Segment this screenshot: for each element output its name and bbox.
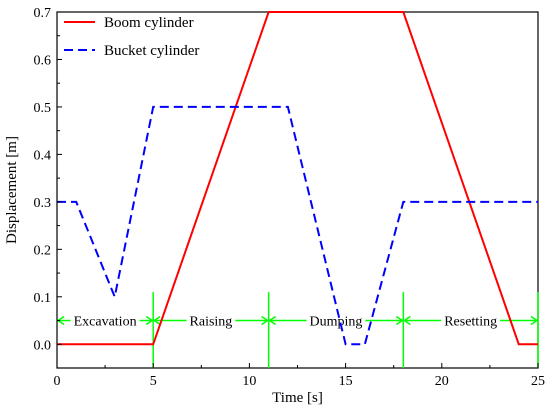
x-tick-label: 10: [242, 374, 256, 389]
x-tick-label: 25: [531, 374, 545, 389]
y-tick-label: 0.7: [34, 6, 52, 21]
x-axis-ticks: 0 5 10 15 20 25: [54, 363, 545, 389]
phase-annotations: Excavation Raising Dumping Resetting: [56, 292, 539, 368]
y-tick-label: 0.3: [34, 196, 52, 211]
series-line-boom-cylinder: [57, 11, 538, 346]
y-axis-title: Displacement [m]: [4, 136, 20, 244]
phase-arrowhead-left: [402, 315, 411, 326]
y-axis-ticks: 0.0 0.1 0.2 0.3 0.4 0.5 0.6 0.7: [34, 6, 62, 353]
phase-label-raising: Raising: [190, 315, 233, 330]
series-lines: [57, 11, 538, 346]
x-tick-label: 0: [54, 374, 61, 389]
y-tick-label: 0.4: [34, 148, 52, 163]
y-tick-label: 0.1: [34, 291, 52, 306]
legend: Boom cylinder Bucket cylinder: [64, 15, 199, 59]
phase-arrowhead-right: [395, 315, 404, 326]
y-tick-label: 0.0: [34, 338, 52, 353]
x-tick-label: 5: [150, 374, 157, 389]
phase-arrowhead-right: [530, 315, 539, 326]
phase-label-excavation: Excavation: [74, 315, 137, 330]
phase-arrowhead-left: [268, 315, 277, 326]
legend-label-boom-cylinder: Boom cylinder: [104, 15, 194, 31]
x-tick-label: 20: [435, 374, 449, 389]
phase-arrowhead-right: [261, 315, 269, 326]
y-tick-label: 0.2: [34, 243, 52, 258]
y-tick-label: 0.5: [34, 101, 52, 116]
x-tick-label: 15: [339, 374, 353, 389]
series-line-bucket-cylinder: [57, 105, 538, 346]
legend-label-bucket-cylinder: Bucket cylinder: [104, 43, 199, 59]
phase-label-dumping: Dumping: [310, 315, 363, 330]
phase-arrowhead-left: [152, 315, 161, 326]
x-axis-title: Time [s]: [272, 390, 323, 406]
phase-arrowhead-right: [145, 315, 154, 326]
phase-label-resetting: Resetting: [444, 315, 497, 330]
y-tick-label: 0.6: [34, 53, 52, 68]
